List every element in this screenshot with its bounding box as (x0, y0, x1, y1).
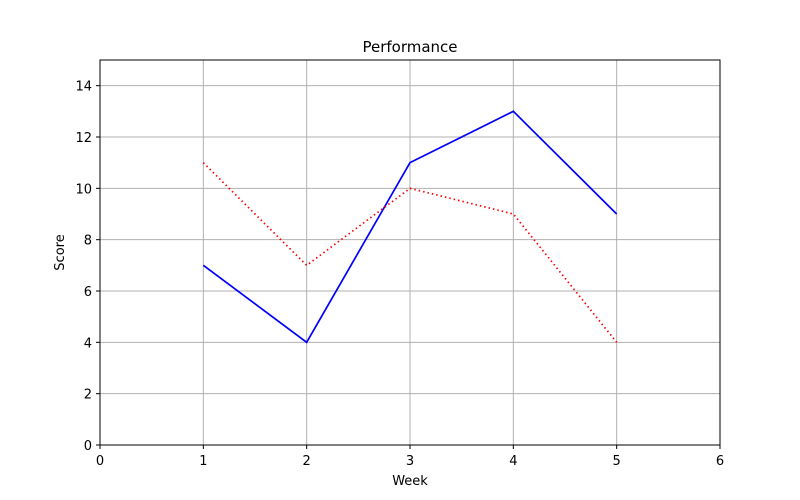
y-tick-label: 2 (84, 388, 92, 403)
y-tick-label: 14 (75, 80, 92, 95)
y-tick-label: 0 (84, 439, 92, 454)
grid (99, 60, 721, 446)
x-tick-label: 5 (613, 454, 621, 469)
y-axis-label: Score (53, 234, 68, 270)
x-axis-label: Week (392, 474, 428, 489)
x-tick-label: 6 (716, 454, 724, 469)
y-tick-label: 4 (84, 336, 92, 351)
x-tick-label: 4 (509, 454, 517, 469)
x-tick-label: 1 (199, 454, 207, 469)
y-tick-label: 12 (75, 131, 92, 146)
series-line-1 (202, 110, 618, 344)
chart-title: Performance (362, 38, 457, 56)
x-tick-label: 2 (303, 454, 311, 469)
y-tick-label: 6 (84, 285, 92, 300)
x-tick-label: 0 (96, 454, 104, 469)
x-tick-label: 3 (406, 454, 414, 469)
series-layer (202, 110, 618, 344)
series-line-2 (202, 162, 618, 343)
y-tick-label: 10 (75, 182, 92, 197)
y-tick-label: 8 (84, 234, 92, 249)
